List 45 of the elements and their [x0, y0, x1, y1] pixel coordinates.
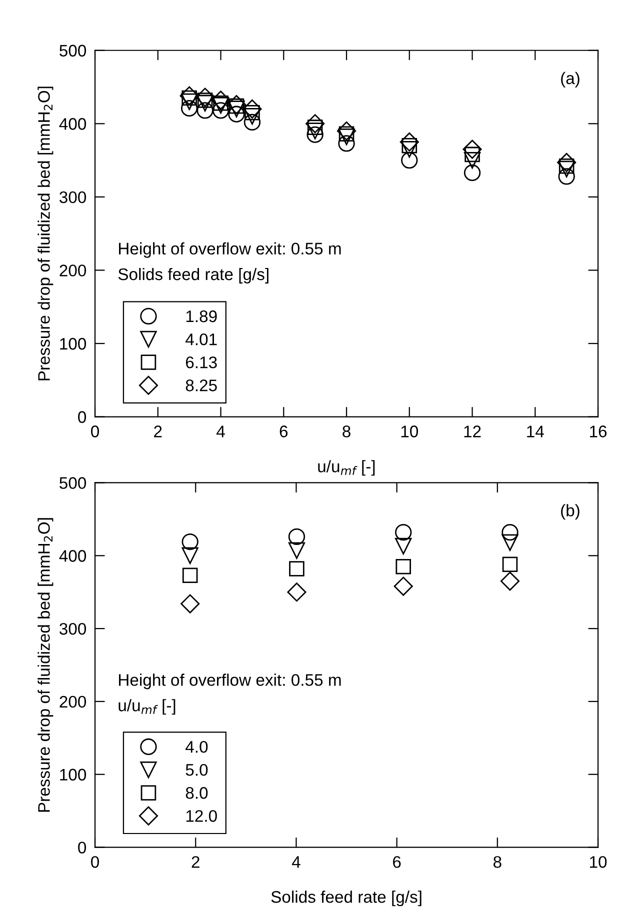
- x-tick-label: 10: [401, 426, 418, 438]
- legend-label: 6.13: [186, 356, 217, 368]
- x-tick-label: 2: [154, 426, 162, 438]
- legend-label: 8.0: [186, 787, 208, 799]
- annotation: (b): [561, 504, 580, 520]
- x-tick-label: 0: [91, 856, 99, 868]
- y-axis-title: Pressure drop of fluidized bed [mmH$_{2}$O]: [38, 86, 54, 380]
- y-tick-label: 200: [60, 696, 86, 708]
- x-tick-label: 4: [292, 856, 300, 868]
- x-tick-label: 16: [590, 426, 607, 438]
- y-tick-label: 100: [60, 768, 86, 781]
- x-tick-label: 6: [280, 426, 288, 438]
- x-tick-label: 12: [464, 426, 481, 438]
- legend-title: Solids feed rate [g/s]: [118, 268, 268, 284]
- annotation: Height of overflow exit: 0.55 m: [119, 674, 341, 690]
- x-tick-label: 14: [527, 426, 544, 438]
- legend-label: 4.01: [186, 333, 217, 346]
- y-tick-label: 500: [60, 477, 86, 489]
- y-tick-label: 400: [59, 550, 86, 562]
- y-tick-label: 0: [78, 411, 86, 423]
- y-tick-label: 100: [60, 338, 86, 350]
- x-tick-label: 8: [494, 856, 502, 868]
- legend-label: 4.0: [186, 740, 208, 753]
- y-tick-label: 500: [60, 44, 86, 57]
- legend-label: 12.0: [186, 810, 217, 822]
- y-tick-label: 300: [60, 622, 86, 635]
- y-tick-label: 200: [60, 264, 86, 276]
- y-tick-label: 300: [60, 191, 86, 204]
- x-tick-label: 8: [342, 426, 350, 438]
- legend-title: u/u$_{mf}$ [-]: [118, 699, 176, 715]
- x-tick-label: 6: [393, 856, 401, 868]
- y-tick-label: 400: [59, 118, 86, 130]
- legend-label: 8.25: [186, 380, 217, 392]
- y-axis-title: Pressure drop of fluidized bed [mmH$_{2}$O]: [38, 518, 54, 812]
- x-tick-label: 10: [590, 856, 607, 868]
- x-tick-label: 2: [192, 856, 200, 868]
- x-tick-label: 4: [216, 426, 225, 438]
- legend-label: 5.0: [186, 764, 208, 776]
- y-tick-label: 0: [78, 842, 86, 854]
- x-tick-label: 0: [91, 426, 99, 438]
- legend-label: 1.89: [186, 310, 217, 322]
- annotation: (a): [561, 72, 580, 88]
- annotation: Height of overflow exit: 0.55 m: [119, 242, 341, 258]
- x-axis-title: Solids feed rate [g/s]: [271, 890, 422, 906]
- x-axis-title: u/u$_{mf}$ [-]: [318, 460, 375, 476]
